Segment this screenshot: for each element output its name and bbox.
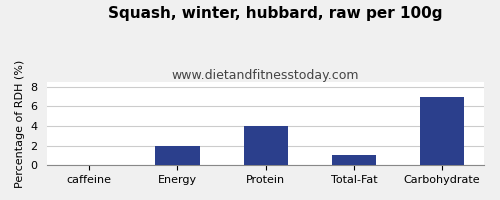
Bar [244,126,288,165]
Bar [420,97,464,165]
Bar [332,155,376,165]
Title: www.dietandfitnesstoday.com: www.dietandfitnesstoday.com [172,69,360,82]
Bar [156,146,200,165]
Y-axis label: Percentage of RDH (%): Percentage of RDH (%) [15,60,25,188]
Text: Squash, winter, hubbard, raw per 100g: Squash, winter, hubbard, raw per 100g [108,6,442,21]
